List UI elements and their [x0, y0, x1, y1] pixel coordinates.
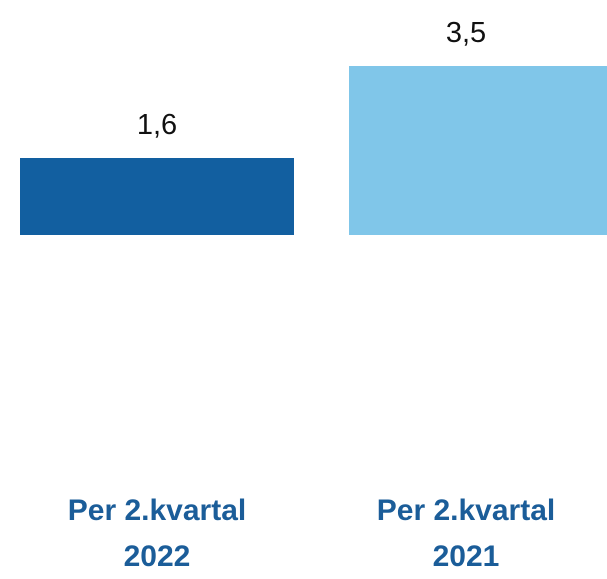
category-label: Per 2.kvartal 2021 [376, 494, 556, 573]
value-label: 3,5 [445, 17, 487, 49]
value-label: 1,6 [136, 108, 178, 141]
bar [349, 66, 607, 235]
category-label: Per 2.kvartal 2022 [67, 494, 247, 573]
bar [20, 157, 294, 235]
